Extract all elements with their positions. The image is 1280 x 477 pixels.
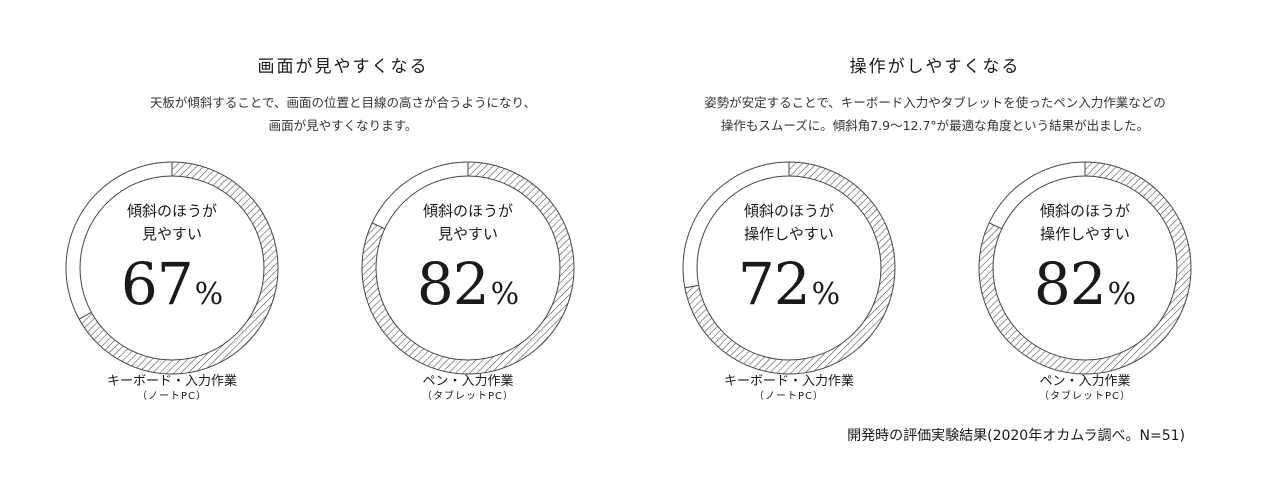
donut-ring-4 bbox=[978, 161, 1192, 375]
donut-2-unit: % bbox=[490, 277, 520, 312]
donut-1-value: 67 bbox=[120, 250, 194, 318]
section-2-description-line-2: 操作もスムーズに。傾斜角7.9〜12.7°が最適な角度という結果が出ました。 bbox=[720, 118, 1150, 133]
donut-4-caption-line-2: 操作しやすい bbox=[1040, 225, 1130, 243]
footnote: 開発時の評価実験結果(2020年オカムラ調べ。N=51) bbox=[847, 428, 1185, 444]
donut-chart-1: 傾斜のほうが 見やすい 67% キーボード・入力作業 （ノートPC） bbox=[52, 148, 292, 408]
donut-3-label: キーボード・入力作業 （ノートPC） bbox=[669, 373, 909, 404]
donut-3-caption: 傾斜のほうが 操作しやすい bbox=[669, 200, 909, 246]
section-2-title: 操作がしやすくなる bbox=[849, 57, 1021, 77]
donut-ring-1 bbox=[65, 161, 279, 375]
donut-ring-3 bbox=[682, 161, 896, 375]
donut-chart-2: 傾斜のほうが 見やすい 82% ペン・入力作業 （タブレットPC） bbox=[348, 148, 588, 408]
donut-ring-2 bbox=[361, 161, 575, 375]
donut-4-percentage: 82% bbox=[965, 252, 1205, 331]
section-2-description: 姿勢が安定することで、キーボード入力やタブレットを使ったペン入力作業などの 操作… bbox=[655, 91, 1215, 137]
donut-4-label-text: ペン・入力作業 bbox=[1039, 374, 1131, 389]
donut-4-label: ペン・入力作業 （タブレットPC） bbox=[965, 373, 1205, 404]
section-2-description-line-1: 姿勢が安定することで、キーボード入力やタブレットを使ったペン入力作業などの bbox=[704, 95, 1166, 110]
donut-1-caption-line-2: 見やすい bbox=[141, 225, 202, 243]
donut-2-label-text: ペン・入力作業 bbox=[422, 374, 514, 389]
donut-1-percentage: 67% bbox=[52, 252, 292, 331]
donut-2-caption-line-2: 見やすい bbox=[437, 225, 498, 243]
donut-1-caption: 傾斜のほうが 見やすい bbox=[52, 200, 292, 246]
donut-3-unit: % bbox=[811, 277, 841, 312]
donut-3-caption-line-1: 傾斜のほうが bbox=[743, 202, 834, 220]
donut-chart-4: 傾斜のほうが 操作しやすい 82% ペン・入力作業 （タブレットPC） bbox=[965, 148, 1205, 408]
donut-1-caption-line-1: 傾斜のほうが bbox=[126, 202, 217, 220]
donut-4-caption-line-1: 傾斜のほうが bbox=[1039, 202, 1130, 220]
donut-3-caption-line-2: 操作しやすい bbox=[744, 225, 834, 243]
donut-1-sublabel: （ノートPC） bbox=[136, 391, 207, 402]
section-1-description-line-2: 画面が見やすくなります。 bbox=[268, 118, 418, 133]
donut-4-end-divider bbox=[988, 222, 1002, 230]
donut-1-end-divider bbox=[78, 311, 92, 320]
donut-2-label: ペン・入力作業 （タブレットPC） bbox=[348, 373, 588, 404]
donut-1-unit: % bbox=[194, 277, 224, 312]
donut-4-sublabel: （タブレットPC） bbox=[1038, 391, 1131, 402]
donut-2-caption-line-1: 傾斜のほうが bbox=[422, 202, 513, 220]
donut-2-sublabel: （タブレットPC） bbox=[421, 391, 514, 402]
donut-4-value: 82 bbox=[1033, 250, 1107, 318]
donut-2-end-divider bbox=[371, 222, 385, 230]
donut-4-caption: 傾斜のほうが 操作しやすい bbox=[965, 200, 1205, 246]
donut-2-value: 82 bbox=[416, 250, 490, 318]
donut-3-label-text: キーボード・入力作業 bbox=[723, 374, 854, 389]
donut-1-label: キーボード・入力作業 （ノートPC） bbox=[52, 373, 292, 404]
donut-3-value: 72 bbox=[737, 250, 811, 318]
donut-1-label-text: キーボード・入力作業 bbox=[106, 374, 237, 389]
donut-3-percentage: 72% bbox=[669, 252, 909, 331]
section-1-description-line-1: 天板が傾斜することで、画面の位置と目線の高さが合うようになり、 bbox=[149, 95, 537, 110]
donut-3-sublabel: （ノートPC） bbox=[753, 391, 824, 402]
section-1-description: 天板が傾斜することで、画面の位置と目線の高さが合うようになり、 画面が見やすくな… bbox=[63, 91, 623, 137]
donut-2-percentage: 82% bbox=[348, 252, 588, 331]
donut-3-end-divider bbox=[684, 284, 699, 289]
donut-chart-3: 傾斜のほうが 操作しやすい 72% キーボード・入力作業 （ノートPC） bbox=[669, 148, 909, 408]
section-1-title: 画面が見やすくなる bbox=[257, 57, 429, 77]
donut-4-unit: % bbox=[1107, 277, 1137, 312]
donut-2-caption: 傾斜のほうが 見やすい bbox=[348, 200, 588, 246]
